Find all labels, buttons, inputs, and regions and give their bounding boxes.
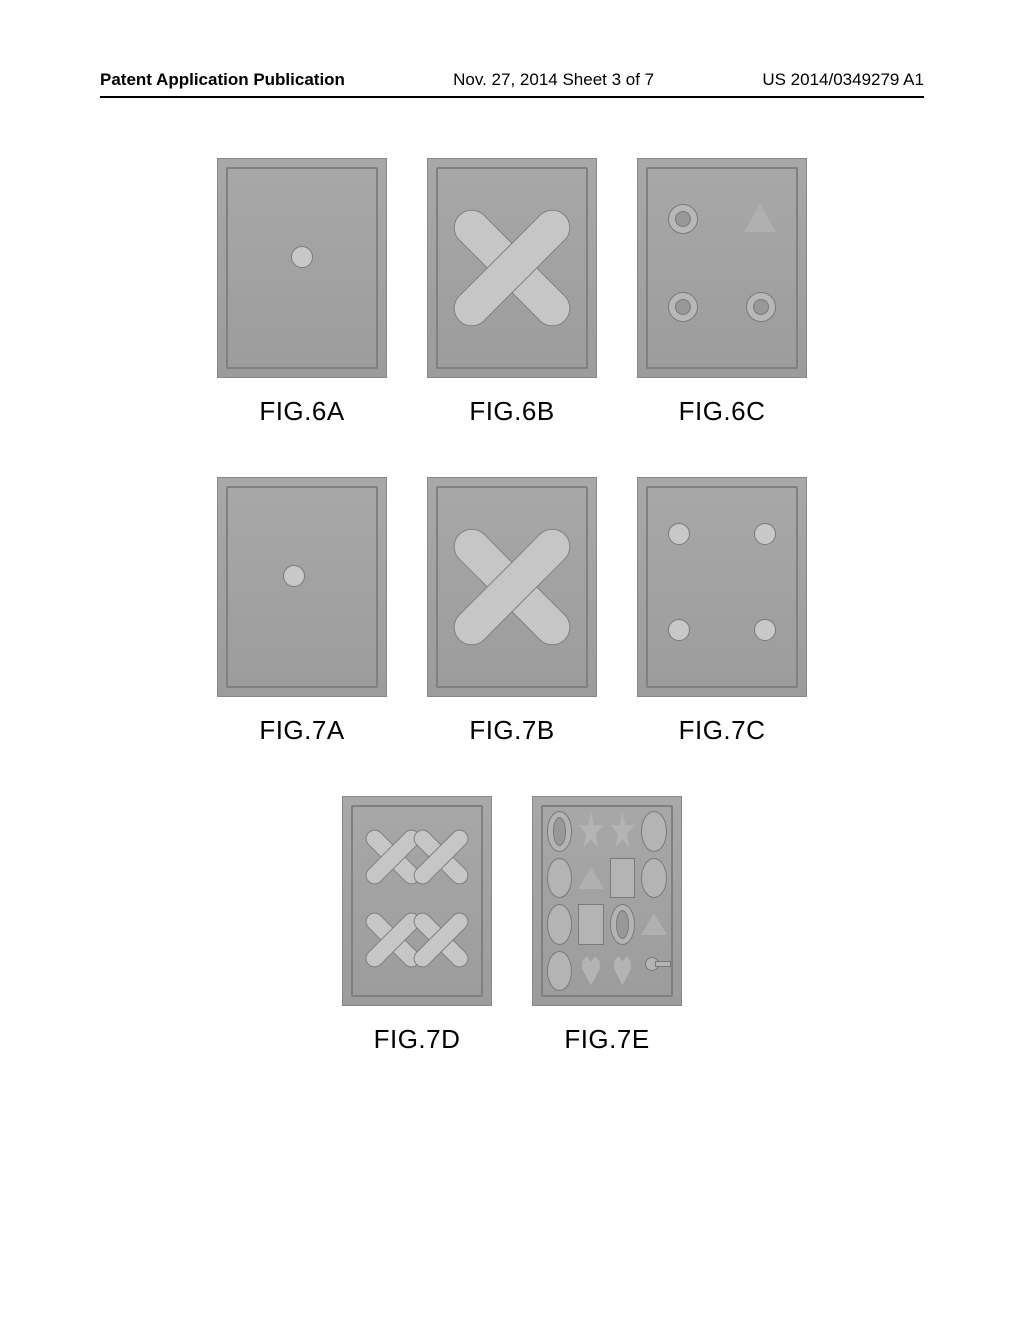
heart-icon	[610, 951, 635, 992]
circle-icon	[641, 858, 667, 899]
caption-6b: FIG.6B	[469, 396, 554, 427]
cross-icon	[411, 827, 471, 887]
square-icon	[610, 858, 635, 899]
page-header: Patent Application Publication Nov. 27, …	[100, 70, 924, 98]
ring-icon	[746, 292, 776, 322]
ring-icon	[668, 292, 698, 322]
dot-icon	[668, 619, 690, 641]
figure-7a: FIG.7A	[217, 477, 387, 746]
tile-7b	[427, 477, 597, 697]
triangle-icon	[641, 913, 667, 935]
caption-6a: FIG.6A	[259, 396, 344, 427]
figure-6a: FIG.6A	[217, 158, 387, 427]
caption-7c: FIG.7C	[679, 715, 766, 746]
figure-row-3: FIG.7D	[100, 796, 924, 1055]
circle-icon	[547, 904, 572, 945]
patent-page: Patent Application Publication Nov. 27, …	[0, 0, 1024, 1145]
figure-7e: FIG.7E	[532, 796, 682, 1055]
circle-icon	[547, 858, 572, 899]
star-icon	[578, 811, 604, 852]
heart-icon	[578, 951, 604, 992]
figure-7c: FIG.7C	[637, 477, 807, 746]
dot-icon	[668, 523, 690, 545]
cross-icon	[447, 203, 577, 333]
dot-icon	[283, 565, 305, 587]
shape-grid	[547, 811, 667, 991]
header-right: US 2014/0349279 A1	[762, 70, 924, 90]
dot-icon	[291, 246, 313, 268]
dot-icon	[754, 619, 776, 641]
dot-icon	[754, 523, 776, 545]
figure-7d: FIG.7D	[342, 796, 492, 1055]
tile-7d	[342, 796, 492, 1006]
caption-7e: FIG.7E	[564, 1024, 649, 1055]
figure-row-1: FIG.6A FIG.6B FIG.6C	[100, 158, 924, 427]
circle-icon	[547, 951, 572, 992]
figure-row-2: FIG.7A FIG.7B FIG.7C	[100, 477, 924, 746]
ring-icon	[668, 204, 698, 234]
header-left: Patent Application Publication	[100, 70, 345, 90]
cross-icon	[411, 910, 471, 970]
key-icon	[641, 951, 667, 992]
cross-icon	[447, 522, 577, 652]
square-icon	[578, 904, 604, 945]
tile-7a	[217, 477, 387, 697]
tile-7e	[532, 796, 682, 1006]
figure-6b: FIG.6B	[427, 158, 597, 427]
circle-icon	[641, 811, 667, 852]
caption-7d: FIG.7D	[374, 1024, 461, 1055]
caption-6c: FIG.6C	[679, 396, 766, 427]
triangle-icon	[744, 204, 776, 232]
tile-6a	[217, 158, 387, 378]
tile-6b	[427, 158, 597, 378]
caption-7b: FIG.7B	[469, 715, 554, 746]
figure-6c: FIG.6C	[637, 158, 807, 427]
tile-7c	[637, 477, 807, 697]
caption-7a: FIG.7A	[259, 715, 344, 746]
tile-6c	[637, 158, 807, 378]
star-icon	[610, 811, 635, 852]
triangle-icon	[578, 867, 604, 889]
ring-icon	[610, 904, 635, 945]
figure-7b: FIG.7B	[427, 477, 597, 746]
ring-icon	[547, 811, 572, 852]
header-center: Nov. 27, 2014 Sheet 3 of 7	[453, 70, 654, 90]
